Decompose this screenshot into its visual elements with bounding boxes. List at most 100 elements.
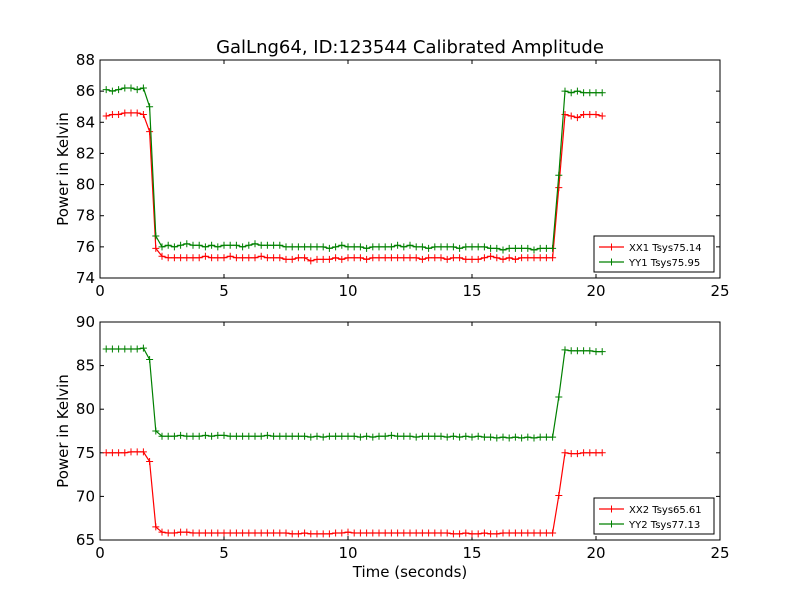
data-point — [387, 529, 395, 537]
data-point — [418, 255, 426, 263]
data-point — [443, 255, 451, 263]
data-point — [499, 433, 507, 441]
data-point — [288, 243, 296, 251]
data-point — [164, 241, 172, 249]
data-point — [319, 255, 327, 263]
data-point — [220, 254, 228, 262]
data-point — [456, 254, 464, 262]
data-point — [400, 529, 408, 537]
data-point — [425, 254, 433, 262]
data-point — [524, 433, 532, 441]
data-point — [598, 348, 606, 356]
data-point — [462, 432, 470, 440]
data-point — [108, 345, 116, 353]
data-point — [270, 254, 278, 262]
data-point — [214, 529, 222, 537]
data-point — [226, 241, 234, 249]
data-point — [195, 432, 203, 440]
data-point — [369, 529, 377, 537]
x-tick-label: 0 — [95, 544, 105, 562]
data-point — [418, 432, 426, 440]
data-point — [201, 243, 209, 251]
data-point — [449, 432, 457, 440]
legend-marker — [608, 505, 615, 513]
data-point — [580, 347, 588, 355]
legend-marker — [608, 243, 615, 251]
data-point — [487, 530, 495, 538]
data-point — [586, 449, 594, 457]
data-point — [152, 523, 160, 531]
data-point — [462, 529, 470, 537]
data-point — [561, 449, 569, 457]
data-point — [270, 529, 278, 537]
data-point — [567, 450, 575, 458]
data-point — [443, 433, 451, 441]
data-point — [443, 243, 451, 251]
data-point — [257, 252, 265, 260]
data-point — [164, 254, 172, 262]
data-point — [505, 434, 513, 442]
data-point — [307, 530, 315, 538]
data-point — [183, 240, 191, 248]
data-point — [301, 243, 309, 251]
data-point — [394, 241, 402, 249]
data-point — [431, 529, 439, 537]
data-point — [158, 432, 166, 440]
data-point — [573, 450, 581, 458]
data-point — [542, 254, 550, 262]
y-tick-label: 88 — [76, 51, 95, 69]
data-point — [313, 530, 321, 538]
data-point — [338, 241, 346, 249]
data-point — [239, 254, 247, 262]
data-point — [183, 432, 191, 440]
data-point — [356, 529, 364, 537]
data-point — [580, 111, 588, 118]
data-point — [561, 346, 569, 354]
data-point — [152, 427, 160, 435]
data-point — [542, 529, 550, 537]
data-point — [549, 433, 557, 441]
y-tick-label: 84 — [76, 113, 95, 131]
data-point — [586, 111, 594, 118]
x-tick-label: 5 — [219, 544, 229, 562]
data-point — [338, 255, 346, 263]
data-point — [121, 449, 129, 457]
data-point — [573, 347, 581, 355]
data-point — [431, 243, 439, 251]
data-point — [487, 252, 495, 260]
data-point — [263, 529, 271, 537]
data-point — [394, 529, 402, 537]
y-tick-label: 74 — [76, 269, 95, 287]
data-point — [332, 529, 340, 537]
data-point — [592, 348, 600, 356]
x-tick-label: 20 — [586, 544, 605, 562]
y-tick-label: 85 — [76, 357, 95, 375]
data-point — [350, 529, 358, 537]
data-point — [474, 243, 482, 251]
y-axis-label: Power in Kelvin — [54, 112, 72, 226]
data-point — [474, 432, 482, 440]
data-point — [363, 529, 371, 537]
plot-frame — [99, 321, 721, 541]
data-point — [208, 241, 216, 249]
data-point — [239, 243, 247, 251]
data-point — [288, 530, 296, 538]
data-point — [127, 109, 135, 117]
x-tick-label: 25 — [710, 282, 729, 300]
data-point — [369, 243, 377, 251]
data-point — [313, 243, 321, 251]
data-point — [375, 243, 383, 251]
y-tick-label: 82 — [76, 144, 95, 162]
data-point — [288, 432, 296, 440]
data-point — [487, 433, 495, 441]
data-point — [344, 528, 352, 536]
data-point — [505, 254, 513, 262]
data-point — [102, 86, 110, 94]
data-point — [462, 255, 470, 263]
y-tick-label: 70 — [76, 487, 95, 505]
data-point — [406, 432, 414, 440]
x-tick-label: 0 — [95, 282, 105, 300]
data-point — [480, 433, 488, 441]
data-point — [177, 528, 185, 536]
data-point — [511, 529, 519, 537]
